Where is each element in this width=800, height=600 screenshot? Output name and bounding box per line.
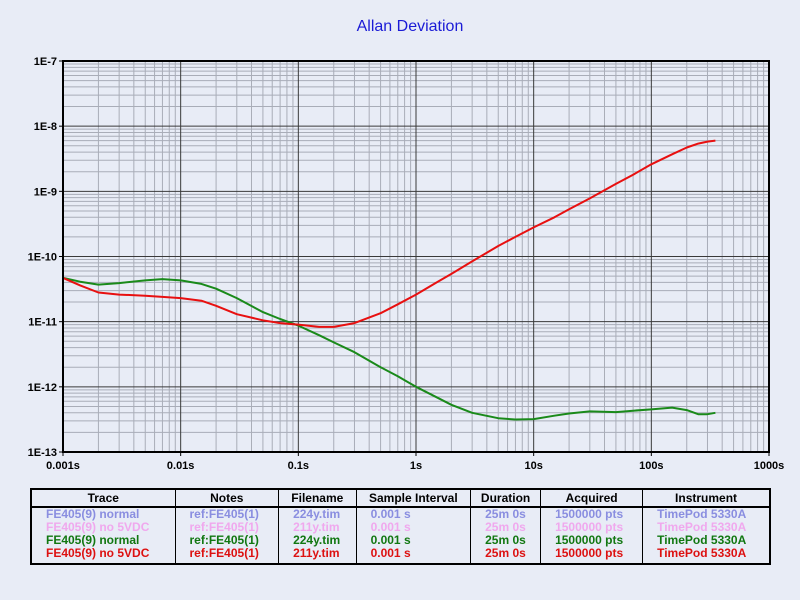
- chart-title: Allan Deviation: [356, 18, 464, 35]
- y-tick-label: 1E-11: [28, 317, 57, 329]
- legend-cell-sample-interval: 0.001 s: [355, 547, 472, 564]
- x-tick-label: 100s: [639, 460, 663, 472]
- legend-header-notes: Notes: [174, 488, 280, 508]
- legend-header-trace: Trace: [30, 488, 176, 508]
- x-tick-label: 0.1s: [288, 460, 309, 472]
- legend-cell-sample-interval: 0.001 s: [355, 534, 472, 547]
- allan-deviation-plot: 0.001s 0.01s 0.1s 1s 10s 100s 1000s 1E-71E-81E…: [28, 56, 785, 472]
- series-layer: [62, 139, 716, 421]
- legend-header-instrument: Instrument: [642, 488, 771, 508]
- y-tick-label: 1E-9: [34, 186, 57, 198]
- y-axis-ticks: 1E-7 1E-8 1E-9 1E-10 1E-11 1E-12 1E-13: [28, 56, 63, 459]
- legend-cell-duration: 25m 0s: [470, 547, 542, 564]
- legend-cell-acquired: 1500000 pts: [540, 507, 644, 521]
- x-axis-ticks: 0.001s 0.01s 0.1s 1s 10s 100s 1000s: [46, 452, 784, 472]
- legend-cell-acquired: 1500000 pts: [540, 534, 644, 547]
- legend-cell-trace: FE405(9) normal: [30, 534, 176, 547]
- legend-cell-filename: 211y.tim: [278, 547, 357, 564]
- x-tick-label: 1000s: [754, 460, 785, 472]
- legend-row: FE405(9) no 5VDC ref:FE405(1) 211y.tim 0.00…: [30, 547, 771, 564]
- legend-header-duration: Duration: [470, 488, 542, 508]
- y-tick-label: 1E-8: [34, 121, 57, 133]
- legend-cell-instrument: TimePod 5330A: [642, 507, 771, 521]
- x-tick-label: 1s: [410, 460, 422, 472]
- x-tick-label: 10s: [524, 460, 542, 472]
- y-tick-label: 1E-7: [34, 56, 57, 68]
- legend-cell-duration: 25m 0s: [470, 534, 542, 547]
- series-line-fe405-9-normal: [62, 276, 716, 421]
- legend-row: FE405(9) normal ref:FE405(1) 224y.tim 0.001…: [30, 507, 771, 521]
- legend-row: FE405(9) no 5VDC ref:FE405(1) 211y.tim 0.00…: [30, 521, 771, 534]
- x-tick-label: 0.001s: [46, 460, 80, 472]
- legend-body: FE405(9) normal ref:FE405(1) 224y.tim 0.001…: [30, 507, 771, 564]
- legend-cell-notes: ref:FE405(1): [174, 547, 280, 564]
- legend-cell-instrument: TimePod 5330A: [642, 547, 771, 564]
- legend-cell-filename: 224y.tim: [278, 534, 357, 547]
- legend-cell-trace: FE405(9) normal: [30, 507, 176, 521]
- legend-cell-notes: ref:FE405(1): [174, 521, 280, 534]
- trace-legend-table: Trace Notes Filename Sample Interval Duratio…: [30, 488, 771, 565]
- x-tick-label: 0.01s: [167, 460, 195, 472]
- legend-cell-sample-interval: 0.001 s: [355, 507, 472, 521]
- legend-header-row: Trace Notes Filename Sample Interval Duratio…: [30, 488, 771, 508]
- legend-cell-instrument: TimePod 5330A: [642, 521, 771, 534]
- legend-cell-trace: FE405(9) no 5VDC: [30, 547, 176, 564]
- y-tick-label: 1E-13: [28, 447, 57, 459]
- legend-cell-filename: 211y.tim: [278, 521, 357, 534]
- legend-header-sample-interval: Sample Interval: [355, 488, 472, 508]
- legend-header-filename: Filename: [278, 488, 357, 508]
- legend-cell-notes: ref:FE405(1): [174, 534, 280, 547]
- y-tick-label: 1E-12: [28, 382, 57, 394]
- legend-cell-acquired: 1500000 pts: [540, 547, 644, 564]
- legend-row: FE405(9) normal ref:FE405(1) 224y.tim 0.001…: [30, 534, 771, 547]
- legend-header-acquired: Acquired: [540, 488, 644, 508]
- y-tick-label: 1E-10: [28, 252, 57, 264]
- series-line-fe405-9-no-5vdc: [62, 139, 716, 328]
- legend-cell-filename: 224y.tim: [278, 507, 357, 521]
- legend-cell-sample-interval: 0.001 s: [355, 521, 472, 534]
- legend-cell-trace: FE405(9) no 5VDC: [30, 521, 176, 534]
- legend-cell-notes: ref:FE405(1): [174, 507, 280, 521]
- legend-cell-acquired: 1500000 pts: [540, 521, 644, 534]
- legend-cell-instrument: TimePod 5330A: [642, 534, 771, 547]
- legend-cell-duration: 25m 0s: [470, 507, 542, 521]
- legend-cell-duration: 25m 0s: [470, 521, 542, 534]
